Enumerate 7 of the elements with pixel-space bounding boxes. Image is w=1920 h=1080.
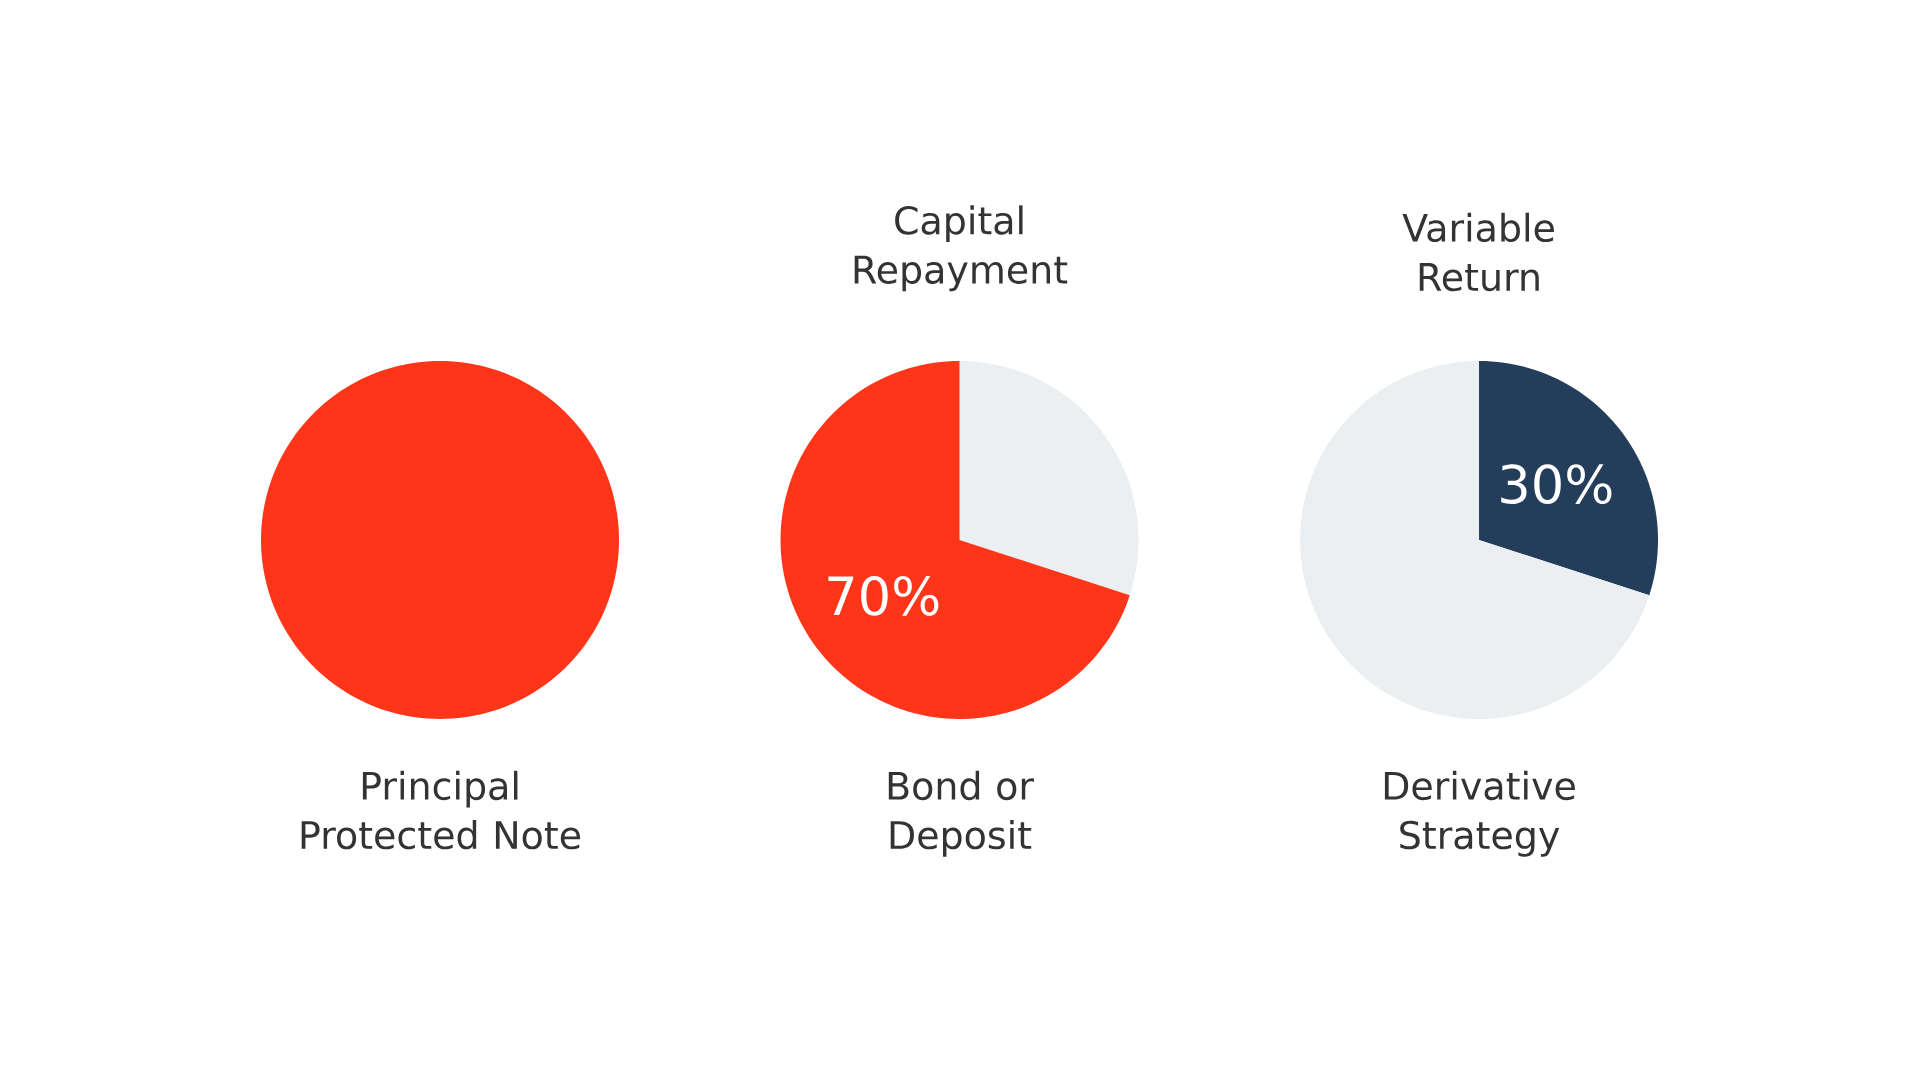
text: Bond or Deposit (888, 770, 1034, 857)
chart-title: Variable Return (1402, 212, 1554, 292)
text: Derivative Strategy (1384, 770, 1575, 857)
data-label: 30% (1501, 464, 1612, 505)
chart-title: Capital Repayment (854, 205, 1068, 292)
data-label: 70% (828, 575, 939, 616)
text: Principal Protected Note (301, 770, 581, 850)
